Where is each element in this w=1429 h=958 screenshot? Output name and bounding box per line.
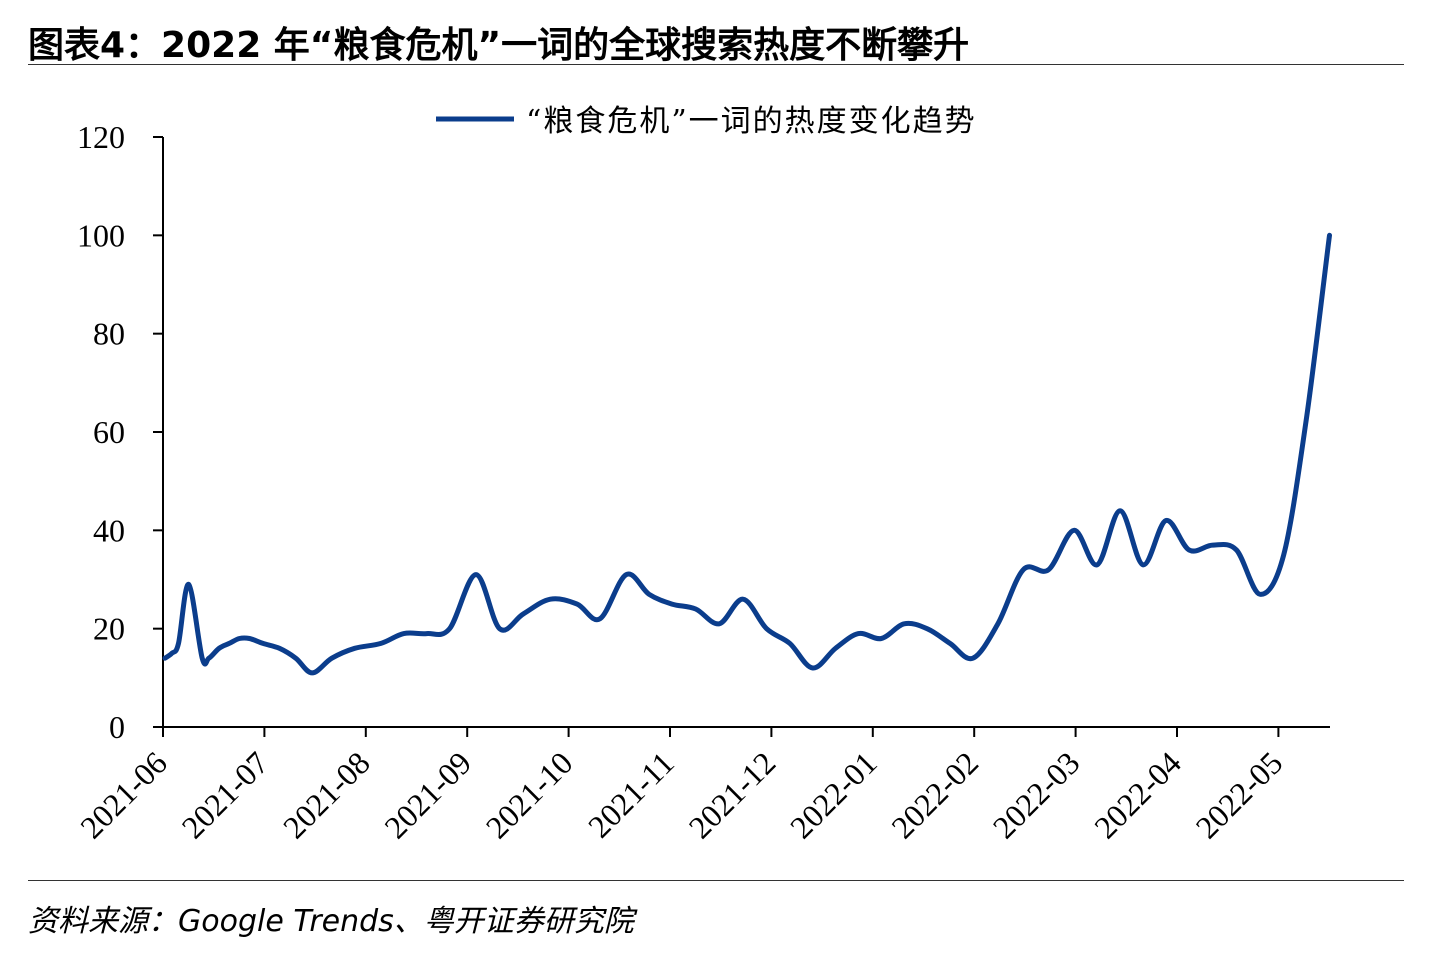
x-tick-label: 2021-11 <box>581 744 681 844</box>
series-line <box>162 232 1332 676</box>
y-tick-label: 100 <box>77 217 125 253</box>
x-tick-label: 2022-01 <box>783 744 884 845</box>
x-tick-label: 2021-12 <box>681 744 782 845</box>
x-tick-label: 2021-06 <box>73 744 174 845</box>
top-rule <box>28 64 1404 65</box>
source-note: 资料来源：Google Trends、粤开证券研究院 <box>28 904 634 939</box>
x-tick-label: 2021-10 <box>479 744 580 845</box>
y-axis: 0 20 40 60 80 100 120 <box>77 119 164 745</box>
legend: “粮食危机”一词的热度变化趋势 <box>436 104 977 139</box>
x-tick-label: 2021-09 <box>377 744 478 845</box>
x-tick-label: 2022-04 <box>1087 744 1188 845</box>
legend-label: “粮食危机”一词的热度变化趋势 <box>526 104 977 139</box>
y-tick-label: 0 <box>109 709 125 745</box>
x-tick-label: 2022-03 <box>986 744 1087 845</box>
x-tick-label: 2022-05 <box>1188 744 1289 845</box>
chart-title: 图表4：2022 年“粮食危机”一词的全球搜索热度不断攀升 <box>28 25 970 66</box>
y-tick-label: 120 <box>77 119 125 155</box>
x-axis: 2021-06 2021-07 2021-08 2021-09 2021-10 2021-… <box>73 726 1330 845</box>
y-tick-label: 40 <box>93 512 125 548</box>
bottom-rule <box>28 880 1404 881</box>
y-tick-label: 80 <box>93 316 125 352</box>
x-tick-label: 2022-02 <box>884 744 985 845</box>
x-tick-label: 2021-07 <box>174 744 275 845</box>
y-tick-label: 60 <box>93 414 125 450</box>
y-tick-label: 20 <box>93 611 125 647</box>
x-tick-label: 2021-08 <box>276 744 377 845</box>
